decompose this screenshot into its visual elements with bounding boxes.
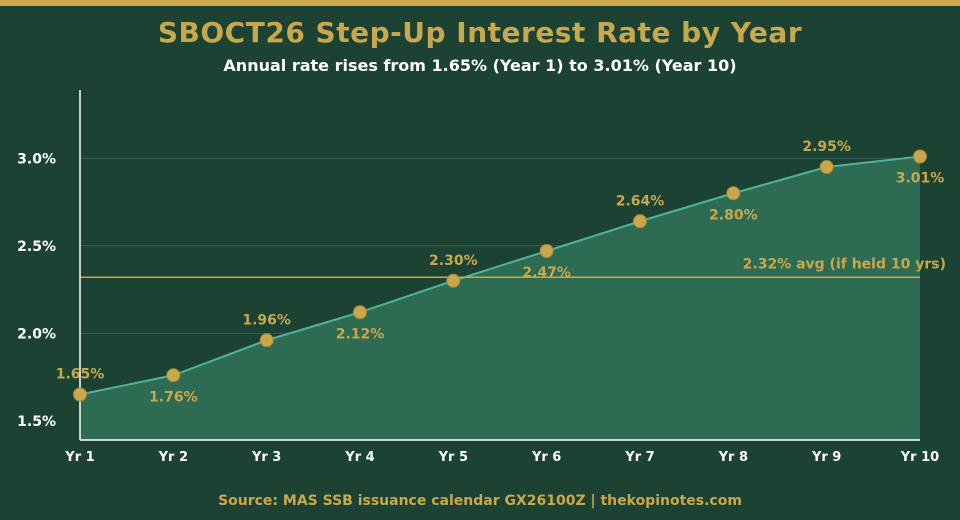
x-tick-label: Yr 6 <box>531 450 561 465</box>
x-tick-label: Yr 10 <box>900 450 939 465</box>
data-point <box>539 244 554 258</box>
x-tick-label: Yr 9 <box>811 450 841 465</box>
data-point <box>726 186 741 201</box>
data-point <box>446 273 461 288</box>
average-reference-label: 2.32% avg (if held 10 yrs) <box>743 256 946 272</box>
data-point <box>166 368 181 383</box>
chart-subtitle: Annual rate rises from 1.65% (Year 1) to… <box>223 56 737 75</box>
data-label: 2.95% <box>802 139 851 155</box>
y-tick-label: 3.0% <box>17 151 56 167</box>
x-tick-label: Yr 7 <box>624 450 654 465</box>
data-point <box>353 305 367 320</box>
data-point <box>819 160 834 174</box>
chart-title: SBOCT26 Step-Up Interest Rate by Year <box>157 16 803 49</box>
x-tick-label: Yr 5 <box>438 450 468 465</box>
x-tick-label: Yr 8 <box>718 450 748 465</box>
data-label: 1.96% <box>242 312 291 328</box>
data-label: 2.64% <box>616 193 665 209</box>
x-tick-label: Yr 3 <box>251 450 281 465</box>
data-point <box>913 149 927 164</box>
y-tick-label: 1.5% <box>17 414 56 430</box>
data-label: 1.76% <box>149 389 198 405</box>
data-label: 2.47% <box>522 265 571 281</box>
series-line <box>79 155 921 396</box>
data-label: 3.01% <box>896 171 945 187</box>
data-point <box>73 387 87 402</box>
x-tick-label: Yr 2 <box>158 450 188 465</box>
data-label: 2.80% <box>709 207 758 223</box>
y-tick-label: 2.5% <box>17 239 56 255</box>
data-point <box>259 333 274 348</box>
area-fill <box>80 156 920 440</box>
x-tick-label: Yr 4 <box>344 450 374 465</box>
data-label: 2.12% <box>336 326 385 342</box>
top-accent-bar <box>0 0 960 6</box>
data-label: 1.65% <box>56 367 105 383</box>
source-footnote: Source: MAS SSB issuance calendar GX2610… <box>218 493 742 509</box>
data-point <box>633 214 647 229</box>
data-label: 2.30% <box>429 253 478 269</box>
y-tick-label: 2.0% <box>17 326 56 342</box>
x-tick-label: Yr 1 <box>64 450 94 465</box>
